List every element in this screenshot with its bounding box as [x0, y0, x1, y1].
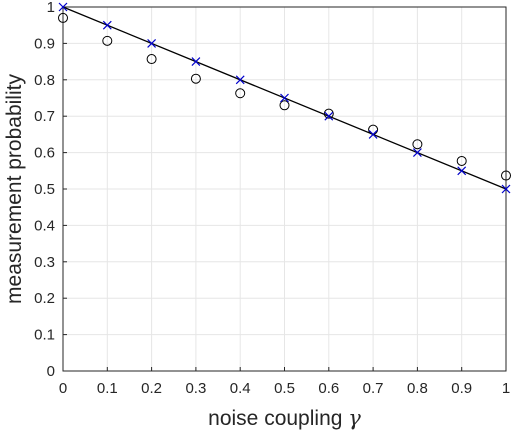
y-tick-label: 1: [47, 0, 55, 16]
x-marker: [412, 148, 422, 158]
y-tick-label: 0.8: [34, 72, 55, 89]
x-tick-label: 0: [59, 380, 67, 397]
x-marker: [191, 57, 201, 67]
x-tick-label: 0.2: [141, 380, 162, 397]
y-tick-label: 0.5: [34, 181, 55, 198]
y-tick-label: 0.9: [34, 35, 55, 52]
x-tick-label: 0.1: [97, 380, 118, 397]
x-marker-stroke: [412, 148, 422, 158]
x-marker: [501, 184, 511, 194]
x-marker: [235, 75, 245, 85]
x-marker-stroke: [501, 184, 511, 194]
x-tick-label: 1: [502, 380, 510, 397]
grid: [62, 6, 507, 372]
x-tick-label: 0.6: [318, 380, 339, 397]
y-tick-label: 0.6: [34, 145, 55, 162]
x-marker-stroke: [324, 111, 334, 121]
x-axis-label: noise coupling γ: [208, 406, 361, 430]
y-tick-label: 0.3: [34, 254, 55, 271]
circle-marker: [58, 12, 68, 23]
circle-marker: [456, 155, 467, 166]
x-marker-stroke: [191, 57, 201, 67]
x-marker: [280, 93, 289, 103]
x-axis-label-text: noise coupling: [208, 407, 342, 430]
x-marker-stroke: [58, 2, 68, 12]
ticks: 0 0.1 0.2 0.3 0.4 0.5 0.6 0.7 0.8 0.9 1 0 0.1 0.2 0.3 0…: [34, 0, 510, 397]
y-tick-label: 0.4: [34, 217, 55, 234]
circle-marker: [102, 35, 113, 46]
x-marker: [368, 129, 378, 139]
x-marker-stroke: [280, 93, 289, 103]
y-tick-label: 0.1: [34, 327, 55, 344]
x-tick-label: 0.9: [451, 380, 472, 397]
x-marker: [102, 20, 112, 30]
x-marker-stroke: [147, 38, 157, 48]
x-marker: [457, 166, 467, 176]
y-axis-label: measurement probability: [3, 74, 26, 304]
x-marker: [324, 111, 334, 121]
x-marker-stroke: [102, 20, 112, 30]
y-tick-label: 0: [47, 363, 55, 380]
x-marker: [147, 38, 157, 48]
x-tick-label: 0.4: [230, 380, 251, 397]
x-tick-label: 0.8: [407, 380, 428, 397]
circle-marker: [279, 100, 290, 111]
circle-marker: [146, 54, 157, 65]
x-tick-label: 0.7: [363, 380, 384, 397]
circle-marker: [235, 88, 246, 99]
x-marker-stroke: [235, 75, 245, 85]
x-tick-label: 0.5: [274, 380, 295, 397]
circle-marker: [190, 73, 201, 84]
circle-marker: [412, 139, 423, 150]
x-marker-stroke: [368, 129, 378, 139]
circle-marker: [323, 108, 334, 119]
y-tick-label: 0.2: [34, 290, 55, 307]
x-axis-label-symbol: γ: [348, 406, 361, 430]
x-marker: [58, 2, 68, 12]
x-tick-label: 0.3: [185, 380, 206, 397]
x-marker-stroke: [457, 166, 467, 176]
y-tick-label: 0.7: [34, 108, 55, 125]
